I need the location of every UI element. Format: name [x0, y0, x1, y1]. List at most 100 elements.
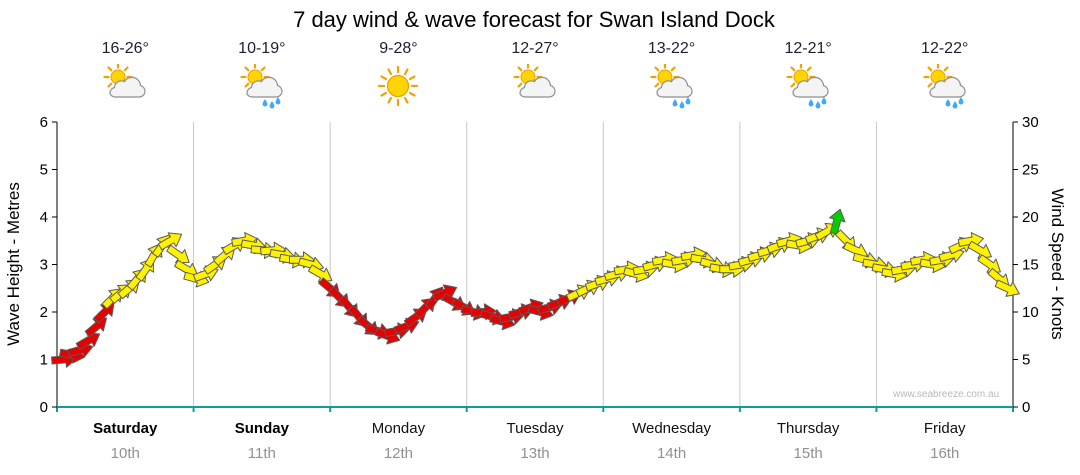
- sun-ray: [404, 68, 410, 75]
- sun-ray: [517, 82, 523, 88]
- sun-ray: [790, 82, 796, 88]
- day-temperature-range: 9-28°: [379, 40, 418, 57]
- right-tick-label: 10: [1022, 304, 1039, 321]
- cloud-shape: [519, 76, 556, 98]
- sun-ray: [927, 66, 933, 72]
- cloud-shape: [246, 76, 283, 98]
- sun-ray: [806, 66, 812, 72]
- left-tick-label: 4: [40, 209, 48, 226]
- day-name: Sunday: [234, 420, 289, 437]
- sun-ray: [123, 66, 129, 72]
- rain-drop: [958, 97, 964, 105]
- left-tick-label: 6: [40, 114, 48, 131]
- cloud-shape: [109, 76, 146, 98]
- day-name: Friday: [923, 420, 966, 437]
- rain-drop: [815, 101, 821, 109]
- sun-disc: [387, 74, 410, 98]
- wind-arrow: [157, 232, 183, 251]
- day-temperature-range: 12-27°: [511, 40, 559, 57]
- right-tick-label: 25: [1022, 162, 1039, 179]
- sun-ray: [404, 96, 410, 104]
- rain-drop: [685, 97, 690, 105]
- day-date: 12th: [383, 445, 414, 462]
- sun-cloud-rain-icon: [786, 62, 829, 109]
- day-date: 14th: [656, 445, 687, 462]
- sun-cloud-icon: [513, 62, 556, 98]
- left-tick-label: 1: [40, 352, 48, 369]
- right-tick-label: 0: [1022, 399, 1030, 416]
- day-temperature-range: 10-19°: [238, 40, 286, 57]
- cloud-shape: [792, 76, 829, 98]
- wind-arrow: [994, 279, 1020, 297]
- rain-drop: [821, 97, 827, 105]
- rain-drop: [262, 99, 268, 107]
- rain-drop: [672, 99, 677, 107]
- left-tick-label: 0: [40, 399, 48, 416]
- day-name: Wednesday: [632, 420, 712, 437]
- left-tick-label: 5: [40, 162, 48, 179]
- sun-cloud-rain-icon: [240, 62, 283, 109]
- day-name: Thursday: [776, 420, 840, 437]
- sun-ray: [387, 96, 393, 104]
- sun-cloud-rain-icon: [923, 62, 966, 109]
- weather-icon-sun-cloud-rain: [922, 62, 968, 110]
- rain-drop: [269, 101, 275, 109]
- day-date: 16th: [930, 445, 960, 462]
- wind-arrow: [75, 332, 101, 351]
- sun-ray: [790, 66, 796, 72]
- sun-ray: [107, 66, 113, 72]
- day-temperature-range: 16-26°: [101, 40, 149, 57]
- wind-arrow: [93, 302, 115, 324]
- sun-ray: [380, 75, 388, 81]
- weather-icon-sun-cloud: [512, 62, 558, 110]
- day-name: Monday: [371, 420, 426, 437]
- sun-ray: [260, 66, 266, 72]
- sun-ray: [670, 66, 676, 72]
- watermark: www.seabreeze.com.au: [893, 389, 1000, 400]
- wind-arrows: [51, 208, 1020, 368]
- sun-ray: [517, 66, 523, 72]
- weather-icon-sun-cloud-rain: [785, 62, 831, 110]
- cloud-shape: [655, 76, 693, 98]
- rain-drop: [945, 99, 951, 107]
- day-date: 10th: [110, 445, 140, 462]
- sun-ray: [533, 66, 539, 72]
- wind-arrow: [84, 317, 108, 338]
- sun-ray: [409, 75, 417, 81]
- left-tick-label: 2: [40, 304, 48, 321]
- sun-ray: [244, 66, 250, 72]
- day-temperature-range: 12-21°: [784, 40, 832, 57]
- sun-cloud-rain-icon: [649, 62, 693, 109]
- day-date: 13th: [520, 445, 550, 462]
- rain-drop: [952, 101, 958, 109]
- rain-drop: [808, 99, 814, 107]
- sun-ray: [244, 82, 250, 88]
- sun-ray: [653, 66, 659, 72]
- rain-drop: [679, 101, 684, 109]
- day-date: 15th: [793, 445, 823, 462]
- sun-icon: [378, 65, 419, 107]
- right-tick-label: 15: [1022, 257, 1039, 274]
- sun-ray: [387, 68, 393, 75]
- day-temperature-range: 13-22°: [647, 40, 696, 57]
- axes: 0 1 2 3 4 5 6 0 5 10 15 20 25 30: [40, 114, 1039, 416]
- day-name: Tuesday: [506, 420, 564, 437]
- right-tick-label: 30: [1022, 114, 1039, 131]
- sun-ray: [409, 91, 417, 97]
- chart-title: 7 day wind & wave forecast for Swan Isla…: [293, 7, 775, 32]
- weather-icon-sun: [375, 64, 421, 110]
- right-tick-label: 20: [1022, 209, 1039, 226]
- weather-icon-sun-cloud: [102, 62, 148, 110]
- sun-ray: [380, 91, 388, 97]
- rain-drop: [275, 97, 281, 105]
- weather-icon-sun-cloud-rain: [649, 62, 695, 110]
- sun-cloud-icon: [103, 62, 146, 98]
- sun-ray: [943, 66, 949, 72]
- day-date: 11th: [247, 445, 276, 462]
- sun-ray: [653, 82, 659, 88]
- right-tick-label: 5: [1022, 352, 1030, 369]
- day-name: Saturday: [93, 420, 158, 437]
- left-tick-label: 3: [40, 257, 48, 274]
